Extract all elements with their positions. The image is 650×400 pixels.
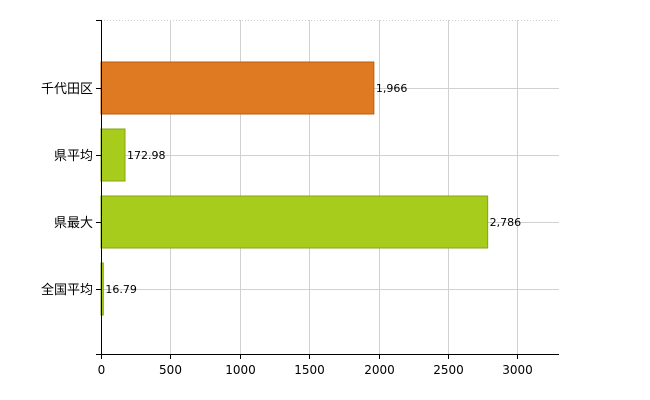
x-tick-label: 1000 [225, 363, 256, 377]
x-tick-label: 2500 [433, 363, 464, 377]
x-tick-label: 1500 [294, 363, 325, 377]
x-tick-label: 0 [98, 363, 106, 377]
data-label: 16.79 [105, 283, 137, 296]
category-label: 県平均 [54, 149, 93, 164]
x-tick-label: 3000 [502, 363, 533, 377]
x-tick-label: 2000 [364, 363, 395, 377]
x-tick-label: 500 [159, 363, 182, 377]
labels: 1,966 千代田区 172.98 県平均 2,786 県最大 16.79 全国平均 0 500 1… [41, 82, 533, 377]
bar [100, 195, 489, 249]
axes [96, 20, 559, 359]
bar [100, 128, 126, 182]
data-label: 1,966 [376, 82, 408, 95]
category-label: 千代田区 [41, 82, 93, 97]
bars [100, 61, 489, 316]
category-label: 全国平均 [41, 282, 93, 298]
data-label: 172.98 [127, 149, 166, 162]
category-label: 県最大 [54, 216, 93, 231]
data-label: 2,786 [490, 216, 522, 229]
bar [100, 61, 375, 115]
